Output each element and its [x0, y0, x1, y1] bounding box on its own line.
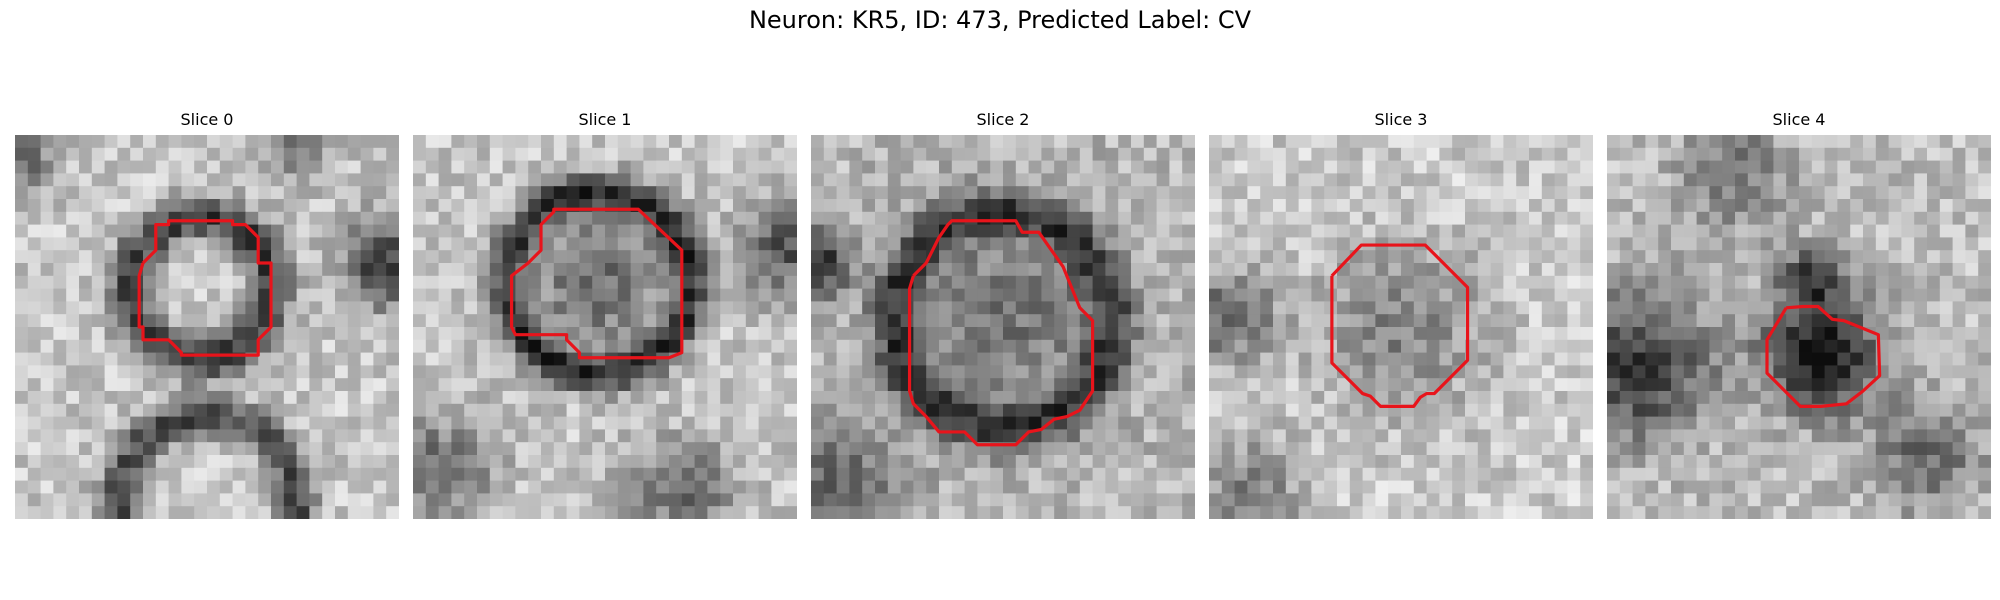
slice-title-1: Slice 1	[578, 110, 632, 129]
slice-title-2: Slice 2	[976, 110, 1030, 129]
contour-outline-1	[509, 207, 684, 360]
slice-image-1	[413, 135, 797, 519]
contour-outline-2	[907, 219, 1095, 447]
slice-panel-0: Slice 0	[15, 108, 399, 519]
contour-outline-0	[137, 219, 273, 357]
slice-panel-4: Slice 4	[1607, 108, 1991, 519]
slice-image-0	[15, 135, 399, 519]
contour-outline-3	[1330, 243, 1470, 408]
slice-title-0: Slice 0	[180, 110, 234, 129]
slice-image-3	[1209, 135, 1593, 519]
slice-panel-3: Slice 3	[1209, 108, 1593, 519]
contour-outline-4	[1765, 304, 1882, 408]
slice-image-2	[811, 135, 1195, 519]
slice-title-4: Slice 4	[1772, 110, 1826, 129]
figure-title: Neuron: KR5, ID: 473, Predicted Label: C…	[748, 6, 1252, 34]
slice-panel-2: Slice 2	[811, 108, 1195, 519]
slice-image-4	[1607, 135, 1991, 519]
slice-title-3: Slice 3	[1374, 110, 1428, 129]
slice-panel-1: Slice 1	[413, 108, 797, 519]
